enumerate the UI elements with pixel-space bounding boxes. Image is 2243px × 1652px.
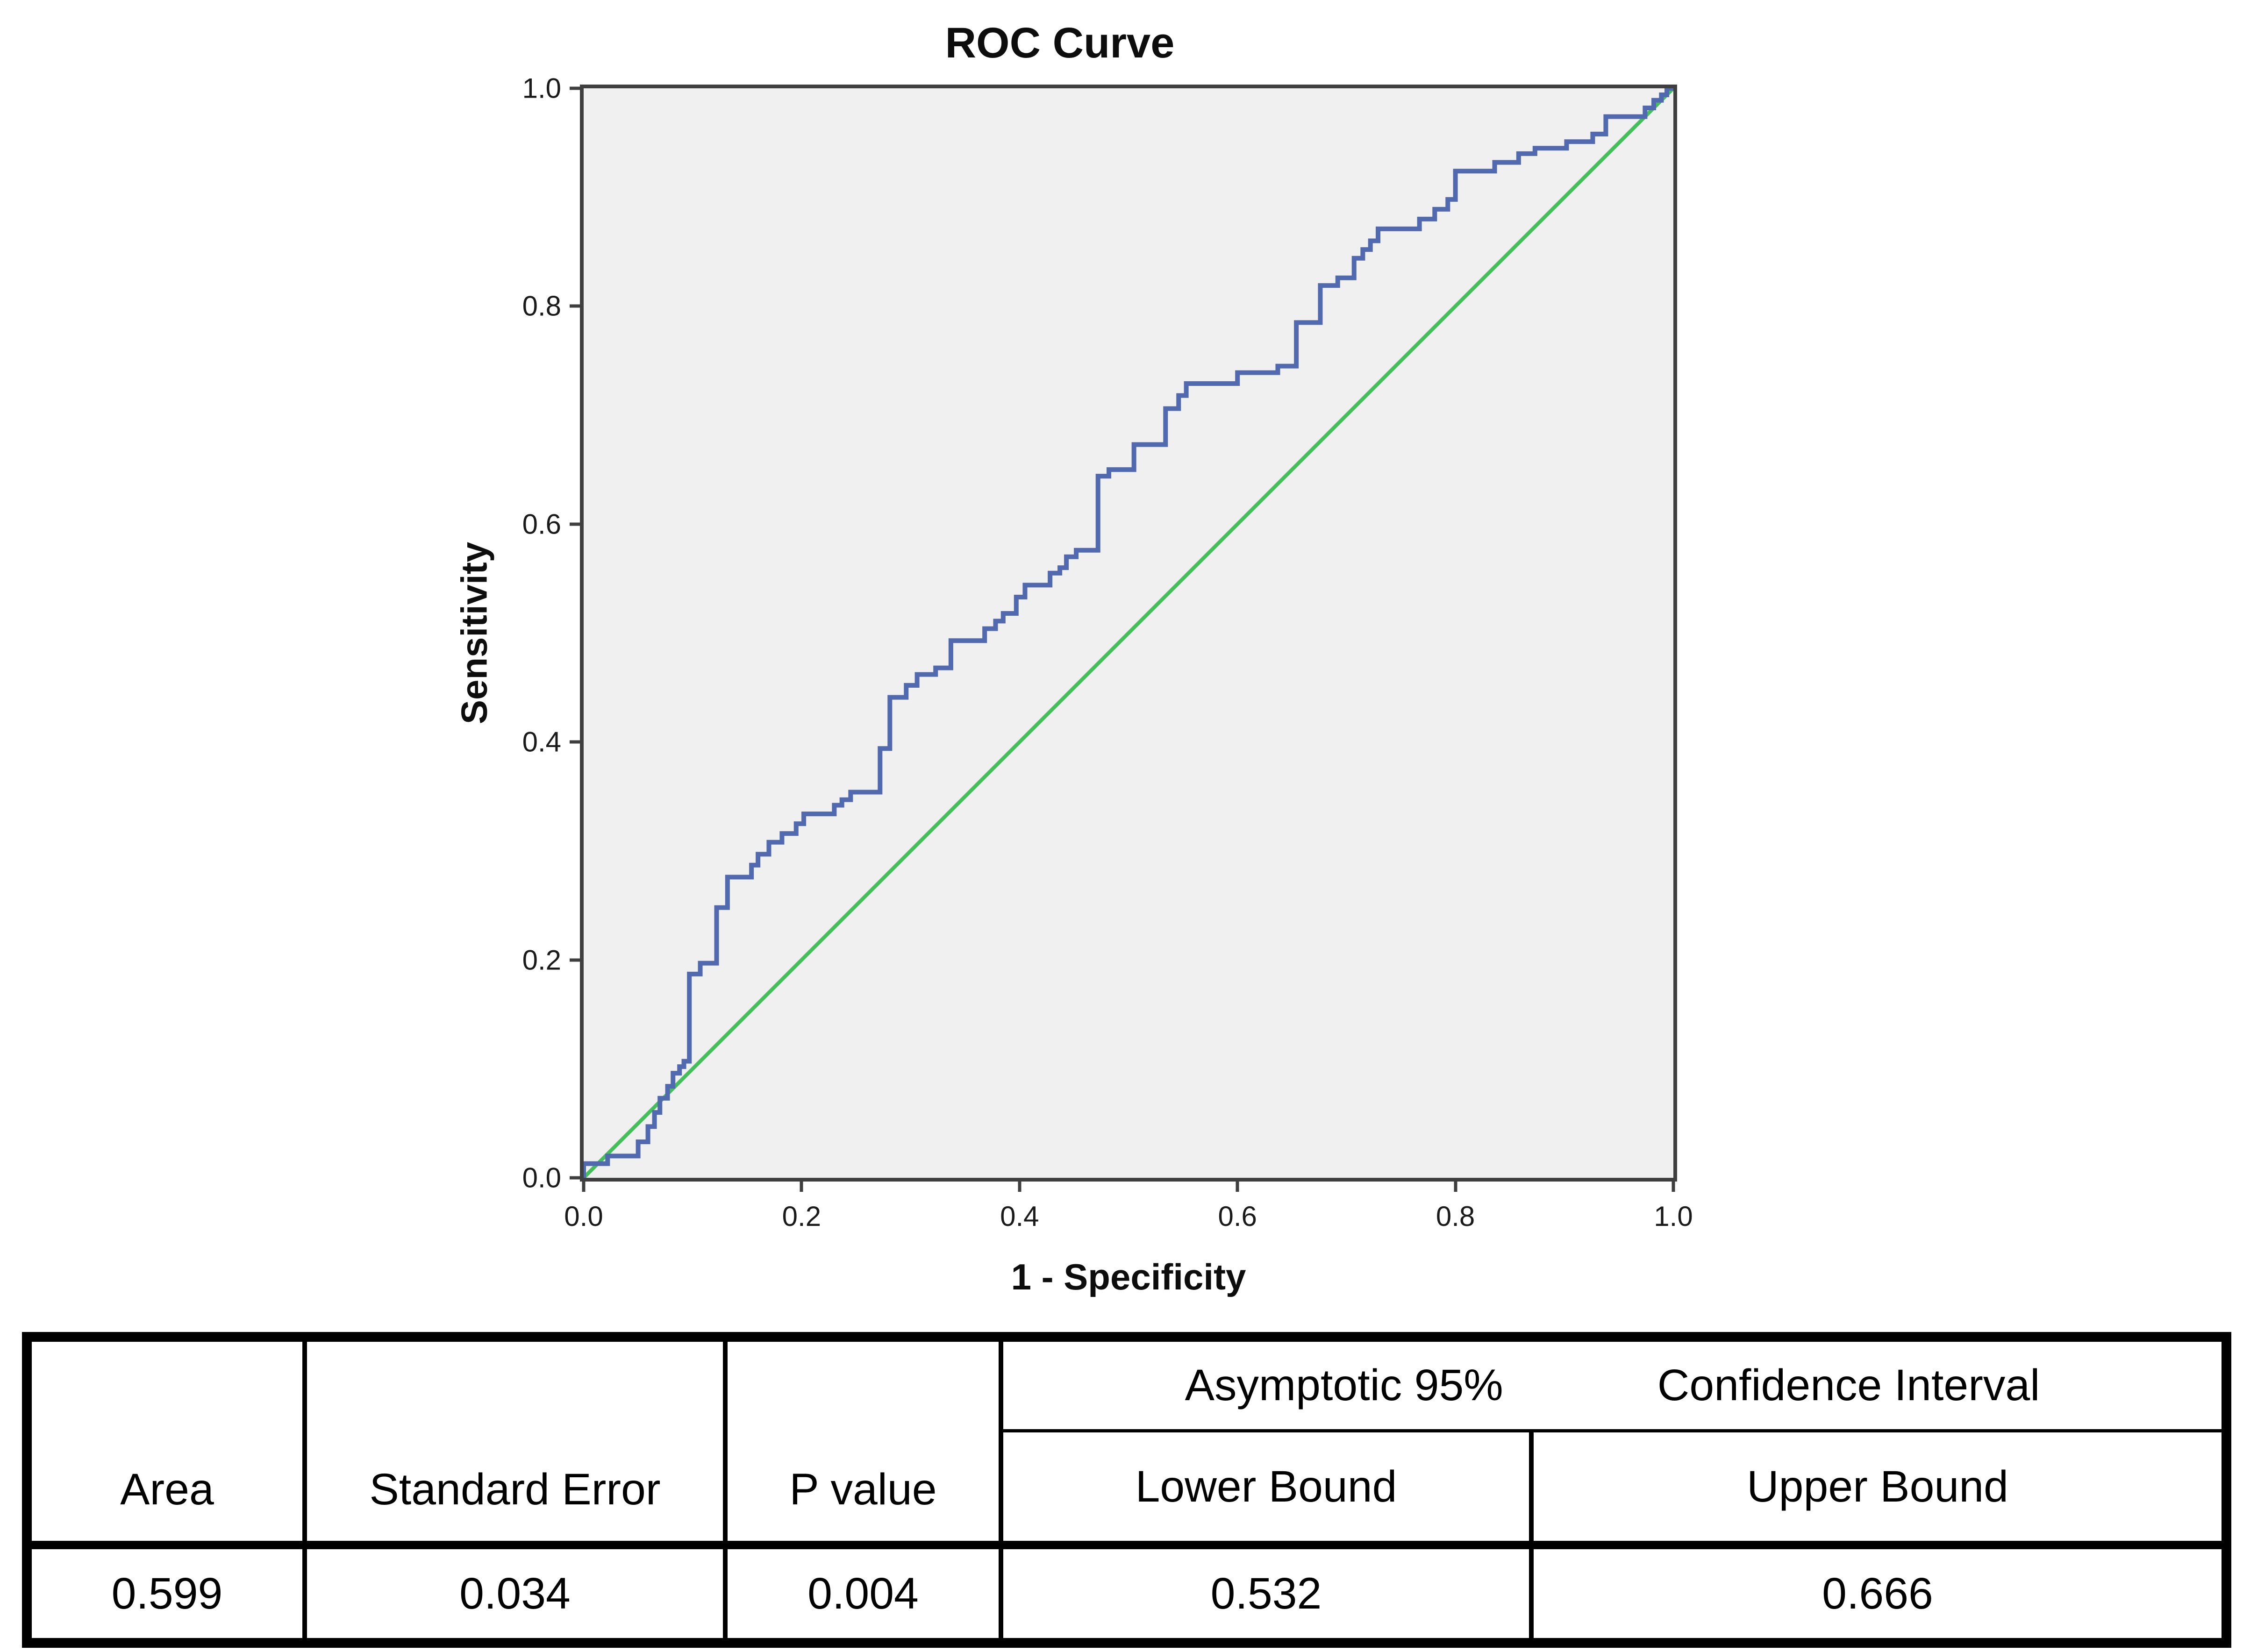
- auc-summary-table: Area Standard Error P value Asymptotic 9…: [22, 1332, 2231, 1648]
- y-tick-label: 1.0: [522, 72, 561, 104]
- x-axis-title: 1 - Specificity: [1011, 1256, 1246, 1297]
- y-axis-tick: [570, 86, 584, 90]
- table-value-p-value: 0.004: [728, 1541, 1003, 1638]
- table-header-confidence-interval: Asymptotic 95% Confidence Interval: [1003, 1342, 2222, 1432]
- plot-area: 0.0 0.2 0.4 0.6 0.8 1.0 0.0 0.2 0.4 0.6 0.8 1.0: [522, 73, 1693, 1232]
- table-header-standard-error: Standard Error: [307, 1342, 728, 1541]
- x-tick-label: 0.8: [1436, 1201, 1475, 1232]
- y-axis-tick: [570, 304, 584, 308]
- plot-svg: [584, 88, 1673, 1178]
- y-tick-label: 0.6: [522, 508, 561, 540]
- table-value-lower-bound: 0.532: [1003, 1541, 1534, 1638]
- x-tick-label: 0.2: [782, 1201, 821, 1232]
- y-axis-tick: [570, 740, 584, 744]
- table-value-upper-bound: 0.666: [1534, 1541, 2222, 1638]
- y-axis-tick: [570, 958, 584, 962]
- x-tick-label: 0.4: [1000, 1201, 1039, 1232]
- table-header-area: Area: [32, 1342, 307, 1541]
- table-value-area: 0.599: [32, 1541, 307, 1638]
- x-axis-tick: [1018, 1178, 1021, 1192]
- chart-title: ROC Curve: [945, 19, 1175, 67]
- y-tick-label: 0.4: [522, 726, 561, 758]
- y-tick-label: 0.0: [522, 1162, 561, 1194]
- ci-header-part1: Asymptotic 95%: [1185, 1360, 1503, 1410]
- table-value-standard-error: 0.034: [307, 1541, 728, 1638]
- x-axis-tick: [1672, 1178, 1675, 1192]
- y-axis-tick: [570, 1176, 584, 1180]
- x-tick-label: 1.0: [1654, 1201, 1693, 1232]
- y-tick-label: 0.8: [522, 290, 561, 322]
- x-axis-tick: [1454, 1178, 1457, 1192]
- y-tick-label: 0.2: [522, 944, 561, 976]
- table-header-lower-bound: Lower Bound: [1003, 1432, 1534, 1541]
- roc-curve-line: [584, 88, 1673, 1178]
- x-axis-tick: [1236, 1178, 1239, 1192]
- y-axis-title: Sensitivity: [453, 541, 495, 725]
- x-tick-label: 0.0: [564, 1201, 603, 1232]
- diagonal-reference-line: [584, 88, 1673, 1178]
- table-header-upper-bound: Upper Bound: [1747, 1461, 2008, 1511]
- y-axis-tick: [570, 522, 584, 526]
- x-axis-tick: [800, 1178, 803, 1192]
- x-tick-label: 0.6: [1218, 1201, 1257, 1232]
- x-axis-tick: [582, 1178, 586, 1192]
- ci-header-part2: Confidence Interval: [1657, 1360, 2040, 1410]
- table-header-p-value: P value: [728, 1342, 1003, 1541]
